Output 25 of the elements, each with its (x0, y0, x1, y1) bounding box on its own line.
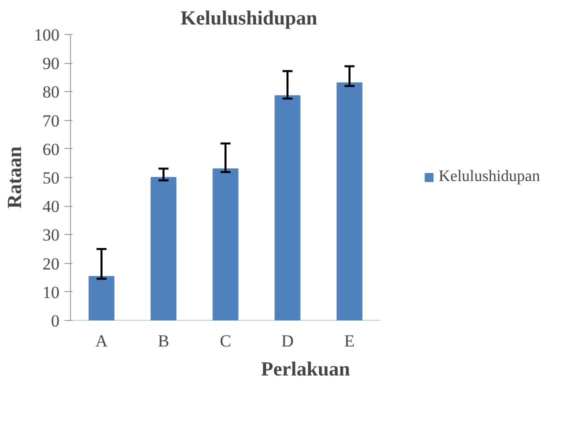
y-tick-label: 0 (51, 312, 60, 330)
x-tick-label: B (158, 332, 170, 350)
y-tick-label: 30 (42, 226, 60, 245)
x-tick-label: E (344, 332, 355, 350)
bar (274, 95, 300, 320)
y-tick-label: 50 (42, 168, 60, 188)
bar (88, 276, 114, 320)
bar (150, 177, 176, 320)
y-tick-label: 10 (42, 282, 60, 302)
y-tick-label: 90 (42, 54, 60, 74)
y-tick-label: 20 (42, 254, 60, 274)
x-tick-label: A (95, 332, 108, 350)
chart-title: Kelulushidupan (180, 8, 318, 30)
legend-label: Kelulushidupan (438, 168, 540, 186)
x-tick-label: D (281, 332, 294, 350)
bar (336, 82, 362, 320)
y-tick-label: 70 (42, 111, 60, 130)
x-tick-label: C (220, 332, 232, 350)
y-tick-label: 80 (42, 82, 60, 102)
y-tick-label: 60 (42, 140, 60, 159)
y-axis-title: Rataan (4, 146, 26, 209)
bar (212, 168, 238, 320)
y-tick-label: 100 (34, 26, 60, 44)
x-axis-title: Perlakuan (261, 358, 350, 380)
y-tick-label: 40 (42, 197, 60, 216)
